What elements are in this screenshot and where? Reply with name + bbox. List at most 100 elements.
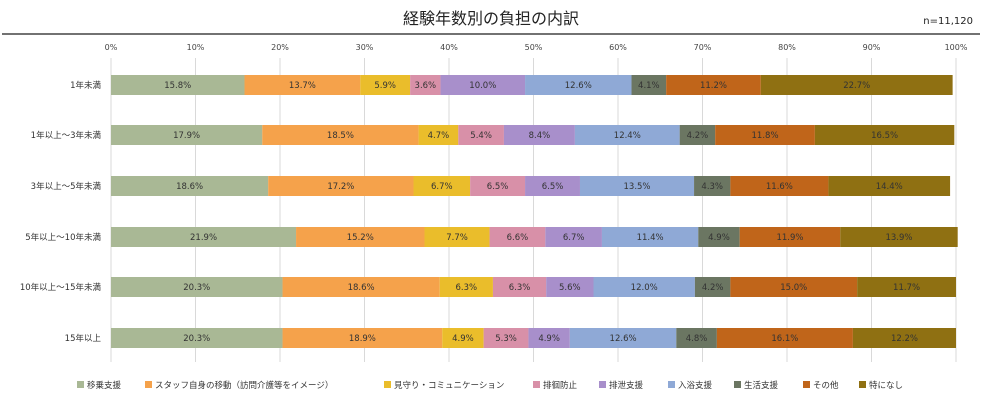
- bar-segment: [413, 176, 471, 196]
- legend: 移乗支援 スタッフ自身の移動（訪問介護等をイメージ） 見守り・コミュニケーション 排徊…: [77, 380, 903, 391]
- segment-value-label: 4.9%: [538, 334, 560, 344]
- segment-value-label: 11.6%: [766, 182, 793, 192]
- segment-labels: 15.8% 13.7% 5.9% 3.6% 10.0% 12.6% 4.1% 11.2% 22.…: [164, 81, 920, 344]
- legend-label: 移乗支援: [87, 380, 122, 391]
- bar-segment: [730, 176, 829, 196]
- x-tick-label: 40%: [440, 43, 458, 52]
- x-tick-label: 90%: [863, 43, 881, 52]
- legend-label: 見守り・コミュニケーション: [394, 380, 504, 391]
- legend-swatch: [668, 381, 675, 388]
- legend-label: 生活支援: [744, 380, 779, 391]
- bar-segment: [840, 227, 958, 247]
- legend-swatch: [859, 381, 866, 388]
- legend-label: 排泄支援: [609, 380, 644, 391]
- chart-title: 経験年数別の負担の内訳: [403, 9, 579, 28]
- bar-segment: [579, 176, 695, 196]
- x-tick-label: 20%: [271, 43, 289, 52]
- bar-segment: [694, 176, 731, 196]
- bar-segment: [442, 328, 484, 348]
- segment-value-label: 18.9%: [349, 334, 376, 344]
- segment-value-label: 12.6%: [565, 81, 592, 91]
- bar-segment: [574, 125, 680, 145]
- legend-swatch: [145, 381, 152, 388]
- bar-segment: [262, 125, 419, 145]
- segment-value-label: 5.6%: [559, 283, 581, 293]
- segment-value-label: 16.1%: [771, 334, 798, 344]
- x-tick-label: 70%: [694, 43, 712, 52]
- segment-value-label: 20.3%: [183, 334, 210, 344]
- segment-value-label: 17.9%: [173, 131, 200, 141]
- legend-swatch: [384, 381, 391, 388]
- sample-size-note: n=11,120: [923, 16, 973, 27]
- bar-segment: [470, 176, 526, 196]
- x-tick-label: 10%: [187, 43, 205, 52]
- segment-value-label: 11.4%: [637, 233, 664, 243]
- bar-segment: [440, 75, 526, 95]
- segment-value-label: 11.2%: [700, 81, 727, 91]
- bar-segment: [111, 227, 297, 247]
- segment-value-label: 11.9%: [776, 233, 803, 243]
- bar-segment: [111, 176, 269, 196]
- segment-value-label: 21.9%: [190, 233, 217, 243]
- legend-label: スタッフ自身の移動（訪問介護等をイメージ）: [155, 380, 333, 391]
- category-labels: 1年未満 1年以上～3年未満 3年以上～5年未満 5年以上～10年未満 10年以上～15…: [20, 80, 102, 344]
- segment-value-label: 10.0%: [469, 81, 496, 91]
- bar-segment: [676, 328, 717, 348]
- x-tick-label: 0%: [105, 43, 118, 52]
- segment-value-label: 13.9%: [885, 233, 912, 243]
- bar-segment: [716, 328, 853, 348]
- segment-value-label: 12.0%: [631, 283, 658, 293]
- category-label: 1年以上～3年未満: [31, 130, 102, 141]
- bar-segment: [525, 176, 580, 196]
- segment-value-label: 4.9%: [708, 233, 730, 243]
- segment-value-label: 6.5%: [487, 182, 509, 192]
- segment-value-label: 20.3%: [183, 283, 210, 293]
- category-label: 10年以上～15年未満: [20, 282, 102, 293]
- segment-value-label: 6.7%: [431, 182, 453, 192]
- x-tick-label: 60%: [609, 43, 627, 52]
- segment-value-label: 15.8%: [164, 81, 191, 91]
- segment-value-label: 4.9%: [452, 334, 474, 344]
- bar-segment: [593, 277, 695, 297]
- segment-value-label: 6.6%: [507, 233, 529, 243]
- bar-segment: [698, 227, 740, 247]
- bar-segment: [601, 227, 699, 247]
- segment-value-label: 15.0%: [780, 283, 807, 293]
- segment-value-label: 5.3%: [495, 334, 517, 344]
- bar-segment: [439, 277, 493, 297]
- x-axis-tick-labels: 0% 10% 20% 30% 40% 50% 60% 70% 80% 90% 100%: [105, 43, 968, 52]
- bar-segment: [814, 125, 955, 145]
- bar-segment: [679, 125, 716, 145]
- bar-segment: [296, 227, 425, 247]
- bar-segment: [111, 328, 283, 348]
- segment-value-label: 17.2%: [327, 182, 354, 192]
- segment-value-label: 3.6%: [415, 81, 437, 91]
- x-tick-label: 30%: [356, 43, 374, 52]
- segment-value-label: 18.6%: [176, 182, 203, 192]
- gridlines: [110, 58, 957, 362]
- bar-segment: [503, 125, 575, 145]
- bar-segment: [715, 125, 815, 145]
- bar-segment: [739, 227, 841, 247]
- bar-segment: [282, 328, 443, 348]
- segment-value-label: 8.4%: [529, 131, 551, 141]
- category-label: 5年以上～10年未満: [25, 232, 101, 243]
- bar-segment: [268, 176, 414, 196]
- segment-value-label: 15.2%: [347, 233, 374, 243]
- x-tick-label: 50%: [525, 43, 543, 52]
- bar-segment: [569, 328, 677, 348]
- x-tick-label: 80%: [778, 43, 796, 52]
- bar-segment: [694, 277, 731, 297]
- bar-segment: [111, 277, 283, 297]
- segment-value-label: 12.4%: [614, 131, 641, 141]
- bar-segment: [244, 75, 361, 95]
- legend-swatch: [77, 381, 84, 388]
- bar-segment: [111, 75, 245, 95]
- legend-swatch: [533, 381, 540, 388]
- segment-value-label: 4.3%: [701, 182, 723, 192]
- segment-value-label: 11.8%: [752, 131, 779, 141]
- bar-segment: [857, 277, 956, 297]
- segment-value-label: 18.5%: [327, 131, 354, 141]
- segment-value-label: 4.2%: [702, 283, 724, 293]
- segment-value-label: 13.7%: [289, 81, 316, 91]
